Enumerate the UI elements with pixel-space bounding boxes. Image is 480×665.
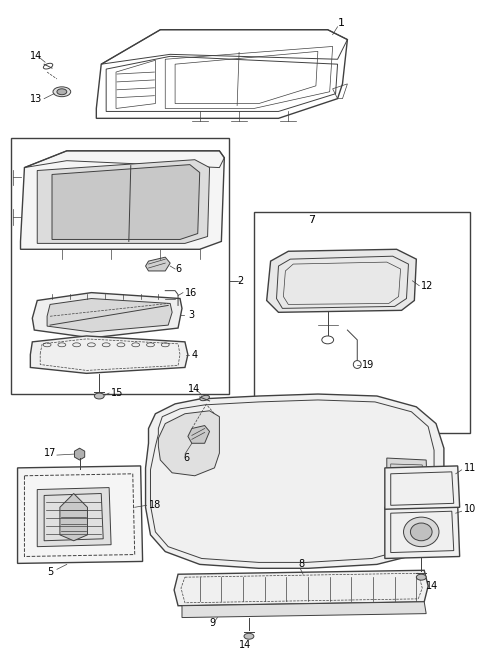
Polygon shape: [174, 571, 428, 606]
Ellipse shape: [53, 87, 71, 96]
Ellipse shape: [416, 575, 426, 580]
Polygon shape: [18, 466, 143, 563]
Polygon shape: [188, 426, 210, 444]
Text: 9: 9: [210, 618, 216, 628]
Text: 12: 12: [421, 281, 433, 291]
Polygon shape: [145, 257, 170, 271]
Polygon shape: [47, 299, 172, 332]
Polygon shape: [37, 487, 111, 547]
Ellipse shape: [244, 633, 254, 639]
Ellipse shape: [95, 393, 104, 399]
Ellipse shape: [404, 517, 439, 547]
Text: 6: 6: [183, 453, 189, 463]
Text: 5: 5: [47, 567, 53, 577]
Polygon shape: [74, 448, 84, 460]
Text: 16: 16: [185, 288, 197, 298]
Text: 7: 7: [308, 215, 315, 225]
Ellipse shape: [57, 89, 67, 94]
Text: 11: 11: [464, 463, 476, 473]
Text: 13: 13: [30, 94, 43, 104]
Polygon shape: [32, 293, 182, 338]
Polygon shape: [182, 602, 426, 618]
Text: 1: 1: [337, 18, 345, 28]
Text: 6: 6: [175, 264, 181, 274]
Polygon shape: [158, 411, 219, 475]
Ellipse shape: [410, 523, 432, 541]
Polygon shape: [385, 505, 460, 559]
Text: 10: 10: [464, 504, 476, 514]
Polygon shape: [145, 394, 444, 569]
Polygon shape: [385, 466, 460, 509]
Ellipse shape: [200, 395, 209, 401]
Text: 15: 15: [111, 388, 123, 398]
Text: 4: 4: [192, 350, 198, 360]
Polygon shape: [21, 151, 224, 249]
Polygon shape: [37, 160, 210, 243]
Polygon shape: [60, 493, 87, 541]
Text: 17: 17: [44, 448, 57, 458]
Text: 2: 2: [237, 276, 243, 286]
Text: 8: 8: [298, 559, 304, 569]
Polygon shape: [52, 165, 200, 239]
Text: 19: 19: [362, 360, 374, 370]
Polygon shape: [30, 336, 188, 373]
Text: 14: 14: [239, 640, 252, 650]
Text: 18: 18: [148, 500, 161, 510]
Polygon shape: [267, 249, 416, 313]
Text: 14: 14: [30, 51, 43, 61]
Text: 14: 14: [426, 581, 438, 591]
Polygon shape: [387, 458, 428, 519]
Text: 14: 14: [188, 384, 200, 394]
Text: 3: 3: [188, 311, 194, 321]
